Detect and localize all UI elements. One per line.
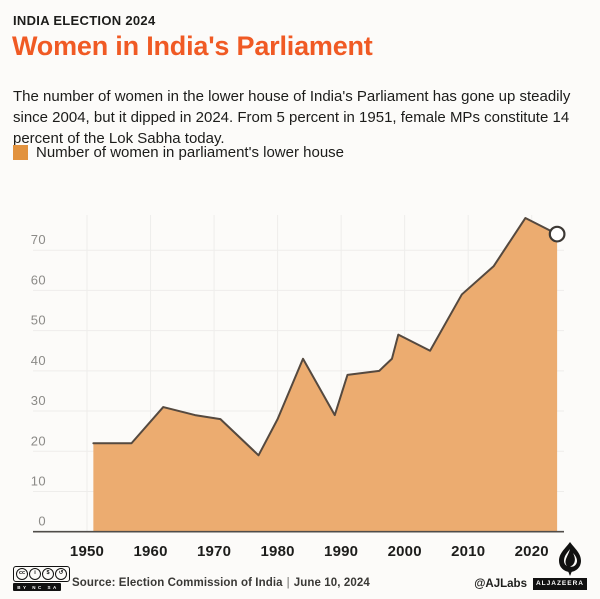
end-point-marker — [548, 225, 566, 243]
y-tick-label: 20 — [31, 433, 46, 448]
eyebrow-kicker: INDIA ELECTION 2024 — [13, 13, 156, 28]
x-tick-label: 1960 — [133, 543, 167, 560]
description-text: The number of women in the lower house o… — [13, 88, 571, 147]
cc-icon: cc — [16, 568, 28, 580]
x-tick-label: 1980 — [261, 543, 295, 560]
x-tick-label: 2020 — [515, 543, 549, 560]
trend-line — [92, 217, 559, 457]
y-tick-label: 50 — [31, 313, 46, 328]
source-separator: | — [286, 577, 290, 589]
y-tick-label: 10 — [31, 473, 46, 488]
cc-sa-icon: ↺ — [55, 568, 67, 580]
y-tick-label: 60 — [31, 272, 46, 287]
chart-legend: Number of women in parliament's lower ho… — [13, 144, 344, 161]
credit-handle: @AJLabs — [474, 578, 527, 590]
page-title: Women in India's Parliament — [12, 31, 373, 61]
x-tick-label: 2010 — [451, 543, 485, 560]
legend-label: Number of women in parliament's lower ho… — [36, 144, 345, 161]
x-tick-label: 2000 — [388, 543, 422, 560]
source-line: Source: Election Commission of India | Jun… — [72, 577, 370, 589]
x-tick-label: 1990 — [324, 543, 358, 560]
x-tick-label: 1950 — [70, 543, 104, 560]
area-series — [93, 218, 558, 532]
y-tick-label: 70 — [31, 232, 46, 247]
y-tick-label: 40 — [31, 353, 46, 368]
x-tick-label: 1970 — [197, 543, 231, 560]
legend-swatch-icon — [13, 145, 28, 160]
brand-wordmark: ALJAZEERA — [532, 578, 587, 590]
cc-nc-icon: $ — [42, 568, 54, 580]
y-tick-label: 30 — [31, 393, 46, 408]
cc-by-icon: i — [29, 568, 41, 580]
aljazeera-logo-icon — [559, 542, 581, 576]
source-date: June 10, 2024 — [293, 577, 370, 589]
footer-credit-group: @AJLabs ALJAZEERA — [474, 578, 587, 590]
source-text: Source: Election Commission of India — [72, 577, 283, 589]
cc-icons-row: cc i $ ↺ — [13, 566, 70, 582]
cc-license-terms: BY NC SA — [13, 583, 61, 591]
y-tick-label: 0 — [38, 514, 46, 529]
cc-license-badge: cc i $ ↺ BY NC SA — [13, 566, 70, 591]
